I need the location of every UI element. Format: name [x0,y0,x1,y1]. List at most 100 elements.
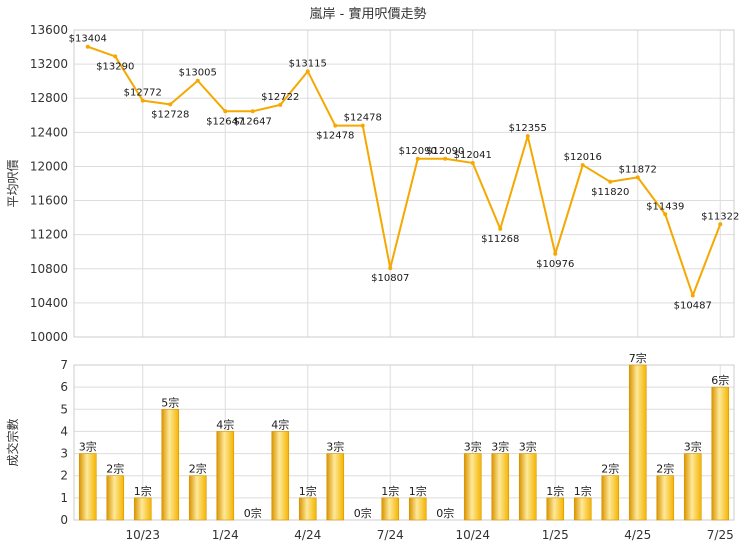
line-data-label: $10976 [536,259,574,270]
line-data-label: $12478 [316,131,354,142]
bar-chart-data-labels: 3宗 2宗 1宗 5宗 2宗 4宗 0宗 4宗 1宗 3宗 0宗 1宗 1宗 0宗 3宗 3宗 3宗 1宗 1宗 2宗… [79,351,730,520]
bar-data-label: 1宗 [546,484,564,498]
bar-data-label: 2宗 [656,462,674,476]
line-chart-y-axis-label: 平均呎價 [6,159,20,207]
line-y-tick-label: 10800 [30,262,68,276]
bar [573,497,592,521]
bar-data-label: 5宗 [161,395,179,409]
line-data-label: $11872 [619,164,657,175]
bar-chart-y-ticks: 0 1 2 3 4 5 6 7 [60,358,68,527]
bar-data-label: 3宗 [464,440,482,454]
bar [628,364,647,521]
bar-data-label: 0宗 [244,506,262,520]
line-chart-data-labels: $13404 $13290 $12772 $12728 $13005 $12647$126… [69,34,740,312]
bar [78,453,97,521]
bar [601,475,620,521]
series-point [388,266,393,271]
line-data-label: $12090 [399,146,437,157]
x-tick-label: 1/25 [542,528,569,542]
line-data-label: $13115 [289,58,327,69]
bar-y-tick-label: 3 [60,447,68,461]
bar-data-label: 1宗 [409,484,427,498]
bar-data-label: 4宗 [271,417,289,431]
line-y-tick-label: 13600 [30,23,68,37]
bar-data-label: 0宗 [436,506,454,520]
x-tick-label: 7/24 [377,528,404,542]
x-tick-label: 7/25 [707,528,734,542]
line-data-label: $12478 [344,113,382,124]
x-tick-label: 1/24 [212,528,239,542]
bar-y-tick-label: 6 [60,380,68,394]
series-point [250,109,255,114]
series-point [470,160,475,165]
series-point [690,293,695,298]
bar-data-label: 3宗 [326,440,344,454]
bar-data-label: 0宗 [354,506,372,520]
line-chart-series [85,44,723,298]
line-data-label: $12647 [206,116,244,127]
series-point [415,156,420,161]
bar-chart-grid [73,364,735,521]
bar-data-label: 1宗 [299,484,317,498]
bar-y-tick-label: 4 [60,424,68,438]
series-point [113,54,118,59]
bar-y-tick-label: 0 [60,513,68,527]
bar-data-label: 1宗 [574,484,592,498]
series-point [278,102,283,107]
bar [381,497,400,521]
line-y-tick-label: 11600 [30,194,68,208]
series-point [553,251,558,256]
bar-data-label: 2宗 [106,462,124,476]
line-plot-frame [73,29,735,338]
line-y-tick-label: 13200 [30,57,68,71]
bar [711,386,730,521]
bar-data-label: 4宗 [216,417,234,431]
line-y-tick-label: 12000 [30,159,68,173]
series-line [87,45,722,297]
bar-data-label: 1宗 [134,484,152,498]
bar-y-tick-label: 2 [60,469,68,483]
line-data-label: $12728 [151,109,189,120]
series-point [580,163,585,168]
series-point [718,222,723,227]
line-data-label: $11322 [701,211,739,222]
line-data-label: $12355 [509,123,547,134]
line-data-label: $12016 [564,152,602,163]
series-point [635,175,640,180]
bar-plot-frame [73,364,735,521]
line-data-label: $11820 [591,187,629,198]
bar-chart-y-axis-label: 成交宗數 [5,418,20,466]
line-data-label: $11268 [481,234,519,245]
bar-data-label: 3宗 [491,440,509,454]
bar-y-tick-label: 7 [60,358,68,372]
x-tick-label: 4/25 [624,528,651,542]
bar-data-label: 1宗 [381,484,399,498]
x-axis-ticks: 10/23 1/24 4/24 7/24 10/24 1/25 4/25 7/25 [125,528,733,542]
line-data-label: $13404 [69,34,107,45]
series-point [498,226,503,231]
line-y-tick-label: 11200 [30,228,68,242]
bar [216,431,235,521]
series-point [333,123,338,128]
line-data-label: $11439 [646,201,684,212]
bar-chart-bars [78,364,730,521]
bar [298,497,317,521]
series-point [443,156,448,161]
line-chart-title: 嵐岸 - 實用呎價走勢 [310,6,427,22]
bar [161,408,180,521]
line-data-label: $12041 [454,150,492,161]
line-y-tick-label: 12800 [30,91,68,105]
bar [546,497,565,521]
series-point [608,179,613,184]
x-tick-label: 10/23 [125,528,160,542]
bar-data-label: 3宗 [519,440,537,454]
x-tick-label: 4/24 [294,528,321,542]
series-point [85,44,90,49]
line-data-label: $12772 [124,88,162,99]
bar-data-label: 3宗 [79,440,97,454]
bar [271,431,290,521]
bar [656,475,675,521]
line-y-tick-label: 10400 [30,296,68,310]
